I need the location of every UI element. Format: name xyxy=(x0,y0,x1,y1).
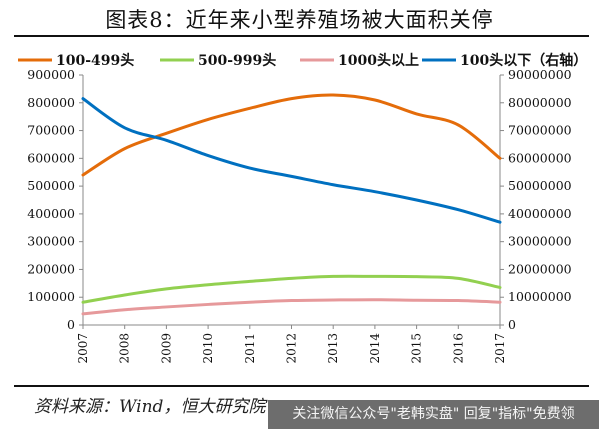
left-tick-label: 100000 xyxy=(27,289,75,304)
top-rule xyxy=(14,35,589,37)
x-tick-label: 2016 xyxy=(451,333,465,364)
x-tick-label: 2009 xyxy=(159,333,173,364)
right-tick-label: 30000000 xyxy=(508,234,572,249)
left-tick-label: 500000 xyxy=(27,178,75,193)
x-tick-label: 2012 xyxy=(285,333,299,364)
legend-label: 1000头以上 xyxy=(338,52,419,69)
left-tick-label: 800000 xyxy=(27,95,75,110)
right-tick-label: 0 xyxy=(508,317,516,332)
left-tick-label: 400000 xyxy=(27,206,75,221)
legend-label: 500-999头 xyxy=(198,52,276,69)
legend-label: 100头以下（右轴） xyxy=(460,52,587,69)
left-tick-label: 200000 xyxy=(27,261,75,276)
x-tick-label: 2011 xyxy=(243,333,257,364)
right-tick-label: 10000000 xyxy=(508,289,572,304)
right-tick-label: 80000000 xyxy=(508,95,572,110)
left-tick-label: 0 xyxy=(67,317,75,332)
right-tick-label: 90000000 xyxy=(508,67,572,82)
legend-label: 100-499头 xyxy=(56,52,134,69)
series-500-999-line xyxy=(81,274,502,304)
left-tick-label: 900000 xyxy=(27,67,75,82)
legend: 100-499头 500-999头 1000头以上 100头以下（右轴） xyxy=(18,52,587,69)
bottom-rule xyxy=(14,385,589,387)
series-under-100-line xyxy=(81,97,502,224)
source-note: 资料来源：Wind，恒大研究院 xyxy=(34,397,266,417)
series-1000-plus-line xyxy=(81,298,502,316)
x-tick-label: 2017 xyxy=(493,333,507,364)
x-tick-label: 2010 xyxy=(201,333,215,364)
axes: 0 100000 200000 300000 400000 500000 600000 700… xyxy=(27,67,571,364)
line-chart: 100-499头 500-999头 1000头以上 100头以下（右轴） 0 10000… xyxy=(18,52,587,364)
x-tick-label: 2015 xyxy=(410,333,424,364)
right-tick-label: 20000000 xyxy=(508,261,572,276)
right-tick-label: 70000000 xyxy=(508,123,572,138)
left-tick-label: 600000 xyxy=(27,150,75,165)
right-tick-label: 40000000 xyxy=(508,206,572,221)
left-tick-label: 700000 xyxy=(27,123,75,138)
x-tick-label: 2014 xyxy=(368,333,382,364)
x-tick-label: 2013 xyxy=(326,333,340,364)
watermark-banner: 关注微信公众号"老韩实盘" 回复"指标"免费领 xyxy=(268,400,599,429)
chart-title: 图表8：近年来小型养殖场被大面积关停 xyxy=(105,8,494,32)
right-tick-label: 50000000 xyxy=(508,178,572,193)
right-tick-label: 60000000 xyxy=(508,150,572,165)
x-tick-label: 2008 xyxy=(118,333,132,364)
left-tick-label: 300000 xyxy=(27,234,75,249)
x-tick-label: 2007 xyxy=(76,333,90,364)
series-layer xyxy=(81,93,502,316)
